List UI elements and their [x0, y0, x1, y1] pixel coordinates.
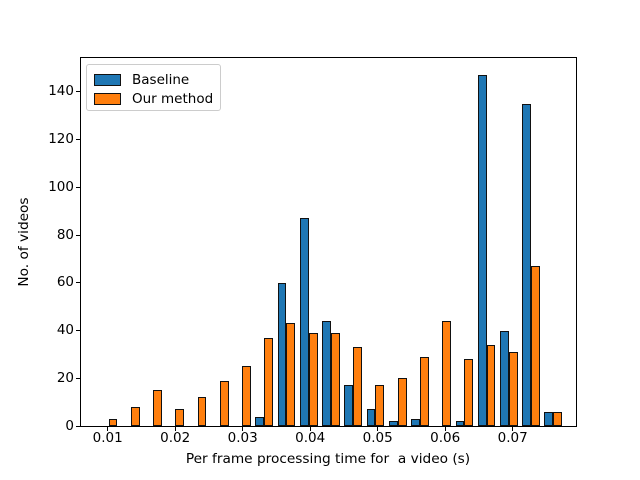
- bar-baseline-18: [500, 330, 509, 426]
- x-tick-mark: [107, 427, 109, 431]
- bar-our-method-12: [375, 385, 385, 426]
- bar-baseline-17: [477, 75, 487, 426]
- x-tick-label: 0.01: [92, 430, 123, 446]
- legend-swatch-our-method: [94, 92, 121, 105]
- bar-our-method-1: [130, 406, 140, 426]
- y-tick-mark: [76, 186, 80, 188]
- x-axis-label: Per frame processing time for a video (s…: [185, 451, 471, 467]
- legend-label-baseline: Baseline: [132, 71, 190, 88]
- x-tick-mark: [444, 427, 446, 431]
- bar-baseline-13: [388, 421, 398, 426]
- bar-our-method-10: [330, 332, 340, 426]
- bar-our-method-7: [264, 337, 274, 426]
- y-axis-label: No. of videos: [16, 197, 32, 287]
- legend-entry-our-method: Our method: [94, 89, 214, 108]
- bar-our-method-9: [308, 332, 318, 426]
- legend-entry-baseline: Baseline: [94, 70, 212, 89]
- legend-swatch-baseline: [94, 73, 121, 86]
- bar-our-method-15: [442, 321, 452, 426]
- bar-our-method-17: [486, 344, 496, 426]
- y-tick-label: 20: [56, 369, 74, 386]
- y-tick-label: 60: [56, 274, 74, 291]
- legend-label-our-method: Our method: [132, 90, 214, 107]
- bar-our-method-6: [242, 366, 251, 426]
- x-tick-label: 0.07: [497, 430, 528, 446]
- bar-our-method-16: [464, 359, 474, 426]
- x-tick-label: 0.02: [160, 430, 191, 446]
- bar-our-method-13: [397, 378, 407, 426]
- bars-layer: [81, 58, 576, 426]
- bar-baseline-7: [255, 416, 265, 426]
- x-tick-label: 0.06: [430, 430, 461, 446]
- y-tick-mark: [76, 91, 80, 93]
- bar-baseline-14: [411, 418, 420, 426]
- bar-our-method-18: [508, 352, 518, 426]
- bar-baseline-16: [455, 421, 465, 426]
- y-tick-label: 120: [48, 131, 74, 148]
- x-tick-mark: [377, 427, 379, 431]
- x-tick-mark: [309, 427, 311, 431]
- y-tick-mark: [76, 282, 80, 284]
- bar-our-method-0: [108, 418, 118, 426]
- y-tick-label: 40: [56, 322, 74, 339]
- x-tick-label: 0.03: [227, 430, 258, 446]
- x-tick-label: 0.04: [295, 430, 326, 446]
- y-tick-mark: [76, 330, 80, 332]
- bar-our-method-11: [353, 347, 363, 426]
- bar-baseline-10: [322, 321, 331, 426]
- y-tick-mark: [76, 139, 80, 141]
- bar-baseline-9: [299, 218, 309, 426]
- plot-area: [80, 57, 577, 427]
- y-tick-label: 140: [48, 83, 74, 100]
- y-tick-label: 80: [56, 226, 74, 243]
- bar-our-method-19: [531, 266, 540, 426]
- bar-baseline-11: [344, 385, 354, 426]
- y-tick-label: 0: [65, 417, 74, 434]
- legend: Baseline Our method: [86, 64, 221, 111]
- y-tick-mark: [76, 234, 80, 236]
- y-tick-mark: [76, 425, 80, 427]
- x-tick-mark: [242, 427, 244, 431]
- x-tick-mark: [174, 427, 176, 431]
- bar-baseline-8: [277, 282, 287, 426]
- bar-our-method-4: [197, 397, 207, 426]
- y-tick-label: 100: [48, 178, 74, 195]
- bar-our-method-8: [286, 323, 296, 426]
- y-tick-mark: [76, 377, 80, 379]
- x-tick-label: 0.05: [362, 430, 393, 446]
- bar-baseline-12: [366, 409, 376, 426]
- bar-our-method-5: [219, 380, 229, 426]
- x-tick-mark: [512, 427, 514, 431]
- bar-our-method-14: [419, 356, 429, 426]
- bar-baseline-20: [544, 411, 554, 426]
- bar-our-method-2: [153, 390, 162, 426]
- bar-our-method-20: [553, 411, 563, 426]
- bar-our-method-3: [175, 409, 185, 426]
- bar-baseline-19: [522, 103, 532, 426]
